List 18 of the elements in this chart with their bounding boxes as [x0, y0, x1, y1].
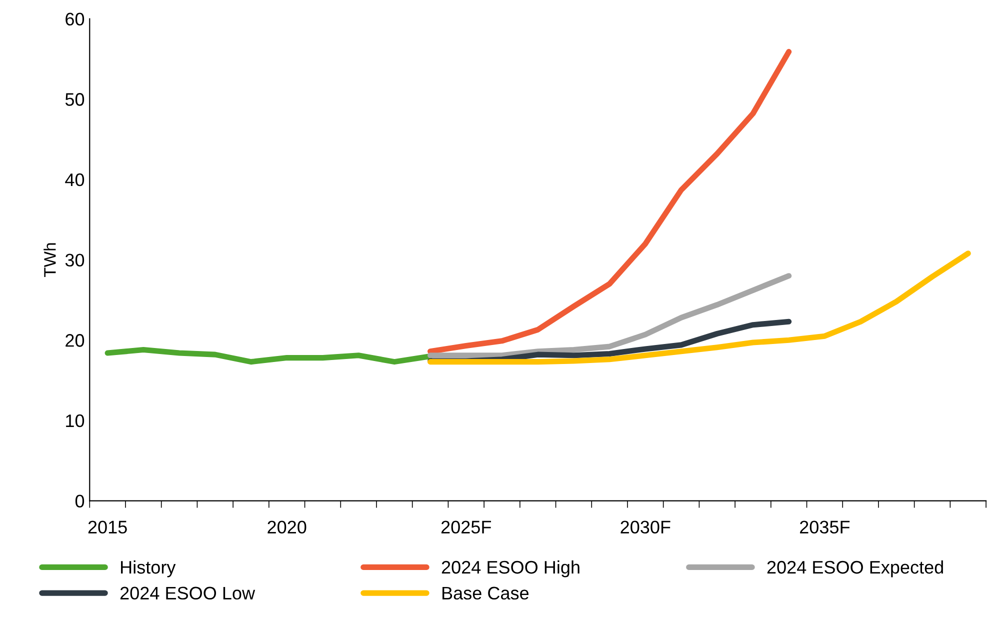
y-tick-label: 0 — [75, 494, 84, 508]
legend-label: 2024 ESOO Expected — [767, 560, 943, 578]
legend-label: 2024 ESOO Low — [120, 586, 256, 600]
y-tick-label: 30 — [65, 254, 84, 267]
y-tick-label: 10 — [66, 414, 84, 428]
x-tick-label: 2035F — [800, 520, 850, 534]
y-tick-label: 60 — [66, 12, 84, 26]
x-tick-label: 2020 — [268, 520, 306, 534]
y-tick-label: 20 — [66, 334, 84, 347]
legend-label: History — [121, 560, 176, 578]
legend-label: 2024 ESOO High — [442, 560, 580, 578]
y-axis-title: TWh — [44, 243, 56, 278]
legend-label: Base Case — [442, 586, 529, 600]
x-tick-label: 2015 — [88, 520, 127, 534]
x-tick-label: 2025F — [441, 520, 492, 534]
y-tick-label: 50 — [65, 93, 84, 106]
y-tick-label: 40 — [65, 173, 84, 186]
x-tick-label: 2030F — [620, 520, 670, 534]
